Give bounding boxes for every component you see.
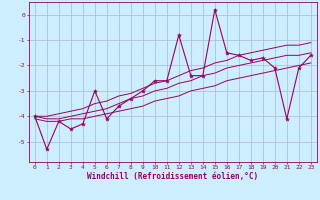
X-axis label: Windchill (Refroidissement éolien,°C): Windchill (Refroidissement éolien,°C) [87, 172, 258, 181]
